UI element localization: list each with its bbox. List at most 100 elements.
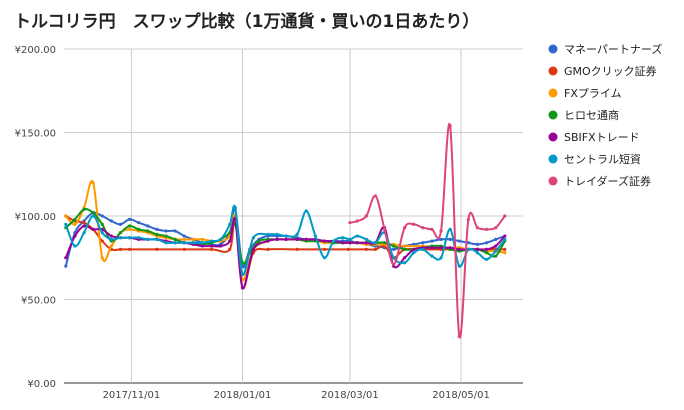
data-point bbox=[240, 261, 245, 265]
data-point bbox=[494, 226, 498, 230]
data-point bbox=[412, 222, 416, 226]
data-point bbox=[64, 256, 68, 260]
data-point bbox=[355, 241, 359, 245]
data-point bbox=[484, 241, 489, 245]
data-point bbox=[466, 247, 470, 251]
data-point bbox=[155, 227, 159, 231]
data-point bbox=[137, 236, 141, 240]
data-point bbox=[155, 247, 159, 251]
data-point bbox=[448, 227, 452, 231]
data-point bbox=[228, 239, 232, 243]
legend-item[interactable]: ヒロセ通商 bbox=[548, 108, 620, 122]
data-point bbox=[109, 219, 113, 223]
x-tick-label: 2018/03/01 bbox=[321, 390, 379, 401]
data-point bbox=[251, 236, 256, 240]
data-point bbox=[173, 241, 177, 245]
legend-item[interactable]: SBIFXトレード bbox=[548, 131, 640, 144]
data-point bbox=[439, 229, 443, 233]
data-point bbox=[137, 227, 141, 231]
legend-item[interactable]: セントラル短資 bbox=[548, 152, 642, 166]
data-point bbox=[430, 227, 434, 231]
data-point bbox=[503, 251, 507, 255]
data-point bbox=[64, 264, 68, 268]
data-point bbox=[200, 241, 205, 245]
series-line bbox=[349, 122, 506, 339]
data-point bbox=[200, 237, 205, 241]
data-point bbox=[364, 247, 368, 251]
data-point bbox=[100, 256, 104, 260]
grid bbox=[64, 48, 523, 384]
data-point bbox=[82, 224, 86, 228]
data-point bbox=[173, 237, 177, 241]
data-point bbox=[494, 249, 498, 253]
legend-marker bbox=[548, 110, 558, 120]
x-tick-label: 2018/01/01 bbox=[214, 390, 272, 401]
data-point bbox=[364, 214, 368, 218]
legend-item[interactable]: トレイダーズ証券 bbox=[548, 174, 652, 188]
data-point bbox=[73, 244, 77, 248]
legend-item[interactable]: FXプライム bbox=[548, 87, 622, 100]
data-point bbox=[257, 239, 261, 243]
x-tick-label: 2018/05/01 bbox=[432, 390, 490, 401]
y-tick-label: ¥150.00 bbox=[15, 129, 56, 140]
data-point bbox=[295, 237, 299, 241]
data-point bbox=[484, 247, 489, 251]
data-point bbox=[484, 227, 489, 231]
data-point bbox=[457, 334, 461, 338]
data-point bbox=[382, 241, 387, 245]
data-point bbox=[448, 237, 452, 241]
data-point bbox=[412, 251, 416, 255]
data-point bbox=[457, 264, 461, 268]
legend-label: SBIFXトレード bbox=[564, 131, 640, 144]
data-point bbox=[439, 246, 443, 250]
data-point bbox=[392, 256, 396, 260]
data-point bbox=[182, 241, 186, 245]
legend-item[interactable]: GMOクリック証券 bbox=[548, 64, 657, 78]
data-point bbox=[155, 237, 159, 241]
data-point bbox=[118, 222, 123, 226]
data-point bbox=[182, 247, 186, 251]
data-point bbox=[421, 241, 425, 245]
data-point bbox=[475, 247, 480, 251]
data-point bbox=[322, 247, 327, 251]
data-point bbox=[251, 247, 256, 251]
data-point bbox=[494, 254, 498, 258]
data-point bbox=[503, 237, 507, 241]
data-point bbox=[503, 234, 507, 238]
data-point bbox=[284, 237, 288, 241]
data-point bbox=[146, 229, 150, 233]
data-point bbox=[457, 239, 461, 243]
legend-marker bbox=[548, 154, 558, 164]
series-lines bbox=[64, 122, 507, 339]
data-point bbox=[373, 194, 378, 198]
data-point bbox=[209, 244, 214, 248]
legend-item[interactable]: マネーパートナーズ bbox=[548, 42, 663, 56]
data-point bbox=[284, 234, 288, 238]
data-point bbox=[439, 256, 443, 260]
data-point bbox=[100, 231, 104, 235]
data-point bbox=[322, 256, 327, 260]
data-point bbox=[209, 247, 214, 251]
data-point bbox=[275, 232, 279, 236]
legend-marker bbox=[548, 132, 558, 142]
legend-label: トレイダーズ証券 bbox=[564, 174, 651, 188]
data-point bbox=[127, 236, 132, 240]
data-point bbox=[73, 234, 77, 238]
data-point bbox=[346, 247, 350, 251]
data-point bbox=[182, 234, 186, 238]
data-point bbox=[82, 207, 86, 211]
y-tick-label: ¥50.00 bbox=[21, 296, 56, 307]
data-point bbox=[118, 236, 123, 240]
data-point bbox=[91, 227, 95, 231]
data-point bbox=[457, 247, 461, 251]
data-point bbox=[503, 247, 507, 251]
data-point bbox=[164, 229, 168, 233]
y-tick-label: ¥200.00 bbox=[15, 45, 56, 56]
data-point bbox=[233, 206, 237, 210]
data-point bbox=[295, 232, 299, 236]
data-point bbox=[364, 241, 368, 245]
legend-label: GMOクリック証券 bbox=[564, 64, 657, 78]
data-point bbox=[373, 247, 378, 251]
